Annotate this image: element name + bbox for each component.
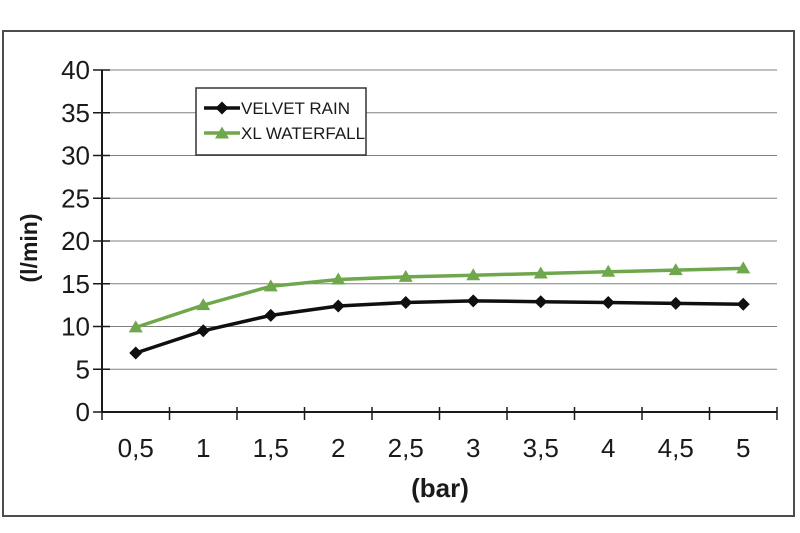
x-tick-label: 4,5 [658,433,694,463]
axes-and-ticks [93,69,778,420]
triangle-marker-icon [215,126,229,139]
y-tick-label: 0 [76,397,90,427]
triangle-data-point-xl-waterfall [128,320,143,333]
y-tick-label: 40 [61,55,90,85]
x-axis-title: (bar) [411,473,469,503]
diamond-data-point-velvet-rain [399,296,413,310]
diamond-data-point-velvet-rain [331,299,345,313]
y-axis-title: (l/min) [16,214,42,283]
diamond-data-point-velvet-rain [601,296,615,310]
x-tick-label: 3 [466,433,480,463]
diamond-data-point-velvet-rain [534,295,548,309]
y-tick-label: 20 [61,226,90,256]
triangle-data-point-xl-waterfall [601,264,616,277]
x-tick-label: 3,5 [523,433,559,463]
legend-label-xl-waterfall: XL WATERFALL [241,124,365,143]
triangle-data-point-xl-waterfall [196,298,211,311]
legend-label-velvet-rain: VELVET RAIN [241,99,350,118]
legend-entry-xl-waterfall: XL WATERFALL [204,124,365,143]
series-line-velvet-rain [134,299,745,355]
diamond-data-point-velvet-rain [264,308,278,322]
legend-entry-velvet-rain: VELVET RAIN [204,99,350,118]
tick-labels: 0 5 10 15 20 25 30 35 40 0,5 1 1,5 2 2,5 3 3,5 4 4,5 5 [61,55,750,463]
x-tick-label: 4 [601,433,615,463]
x-tick-label: 1,5 [253,433,289,463]
y-tick-label: 15 [61,269,90,299]
plot-series [128,261,751,360]
series-line-xl-waterfall [134,266,745,330]
y-tick-label: 30 [61,141,90,171]
triangle-data-point-xl-waterfall [668,263,683,276]
x-tick-label: 2 [331,433,345,463]
x-tick-label: 0,5 [118,433,154,463]
x-tick-label: 5 [736,433,750,463]
triangle-data-point-xl-waterfall [736,261,751,274]
triangle-data-point-xl-waterfall [398,269,413,282]
triangle-data-point-xl-waterfall [533,266,548,279]
y-tick-label: 5 [76,354,90,384]
triangle-data-point-xl-waterfall [466,268,481,281]
diamond-data-point-velvet-rain [466,294,480,308]
y-tick-label: 25 [61,183,90,213]
chart-outer-frame [2,30,795,517]
diamond-data-point-velvet-rain [196,324,210,338]
y-tick-label: 35 [61,98,90,128]
x-tick-label: 1 [196,433,210,463]
diamond-data-point-velvet-rain [669,296,683,310]
diamond-data-point-velvet-rain [736,297,750,311]
triangle-data-point-xl-waterfall [263,279,278,292]
legend-box [195,87,367,156]
y-tick-label: 10 [61,312,90,342]
x-tick-label: 2,5 [388,433,424,463]
triangle-data-point-xl-waterfall [331,272,346,285]
legend: VELVET RAIN XL WATERFALL [195,87,367,156]
diamond-marker-icon [215,101,229,115]
diamond-data-point-velvet-rain [129,346,143,360]
